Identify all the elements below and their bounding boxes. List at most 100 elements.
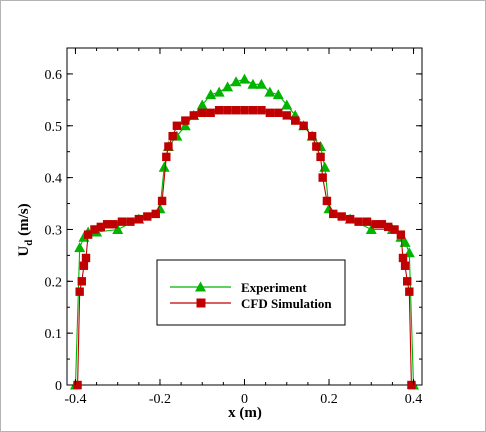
data-point-cfd (168, 131, 177, 141)
data-point-experiment (239, 73, 250, 84)
x-tick-label: 0.4 (405, 392, 423, 407)
data-point-cfd (157, 196, 167, 206)
data-point-cfd (96, 222, 106, 232)
data-point-experiment (179, 120, 191, 131)
series-line-cfd (77, 109, 412, 386)
legend-label-experiment: Experiment (241, 280, 307, 295)
data-point-cfd (223, 106, 232, 115)
data-point-experiment (281, 99, 293, 110)
data-point-cfd (79, 261, 89, 270)
data-point-cfd (345, 214, 355, 224)
y-tick-label: 0 (55, 379, 62, 394)
data-point-experiment (112, 223, 124, 234)
x-tick-label: 0.2 (320, 392, 338, 407)
x-tick-label: -0.4 (64, 392, 86, 407)
data-point-cfd (231, 106, 241, 115)
legend: Experiment CFD Simulation (156, 259, 346, 326)
plot-area (66, 47, 423, 386)
data-point-cfd (117, 217, 127, 226)
x-tick-label: 0 (241, 392, 248, 407)
data-point-experiment (205, 89, 217, 100)
data-point-cfd (316, 152, 325, 162)
y-axis-title-unit: (m/s) (16, 203, 32, 239)
data-point-cfd (198, 108, 207, 118)
data-point-experiment (247, 78, 259, 89)
y-axis-title-main: U (16, 246, 32, 257)
data-point-cfd (322, 196, 332, 206)
legend-label-cfd: CFD Simulation (241, 296, 332, 311)
axes-layer: -0.4 -0.2 0 0.2 0.4 0 0.1 0.2 0.3 0.4 0.5 0.6 (45, 47, 423, 407)
data-point-experiment (158, 161, 170, 172)
data-point-cfd (307, 131, 317, 141)
data-point-cfd (291, 116, 300, 125)
data-point-cfd (265, 108, 275, 118)
data-point-cfd (240, 106, 249, 115)
data-point-cfd (400, 261, 410, 270)
data-point-experiment (74, 242, 86, 253)
legend-marker-experiment (195, 281, 206, 292)
data-point-cfd (362, 217, 372, 226)
data-point-experiment (264, 86, 276, 97)
data-point-cfd (337, 212, 346, 221)
data-point-experiment (230, 76, 242, 87)
data-point-cfd (162, 152, 171, 162)
data-point-cfd (73, 380, 82, 390)
series-layer (69, 73, 420, 390)
data-point-cfd (354, 217, 363, 226)
data-point-experiment (399, 236, 411, 247)
data-point-cfd (214, 106, 224, 115)
data-point-cfd (81, 253, 91, 263)
data-point-cfd (164, 142, 173, 151)
data-point-experiment (222, 81, 234, 92)
data-point-experiment (213, 86, 225, 97)
data-point-cfd (312, 142, 321, 151)
data-point-cfd (102, 220, 112, 229)
data-point-cfd (299, 121, 308, 130)
series-cfd (73, 106, 416, 390)
svg-text:Ud (m/s): Ud (m/s) (16, 203, 35, 256)
data-point-cfd (126, 217, 135, 226)
data-point-cfd (377, 220, 387, 229)
y-tick-label: 0.3 (45, 223, 63, 238)
series-line-experiment (74, 78, 415, 386)
data-point-cfd (371, 220, 380, 229)
data-point-cfd (257, 106, 266, 115)
plot-border (66, 47, 423, 386)
data-point-cfd (172, 121, 182, 130)
data-point-experiment (78, 231, 90, 242)
data-point-cfd (248, 106, 258, 115)
data-point-cfd (282, 111, 291, 120)
data-point-cfd (143, 212, 152, 221)
data-point-cfd (403, 277, 412, 286)
y-axis-title-subscript: d (23, 240, 35, 246)
y-tick-label: 0.5 (45, 120, 63, 135)
data-point-cfd (329, 209, 338, 219)
data-point-cfd (151, 209, 160, 219)
data-point-cfd (109, 220, 118, 229)
data-point-cfd (398, 253, 408, 263)
data-point-cfd (181, 116, 190, 125)
data-point-cfd (318, 173, 327, 182)
legend-marker-cfd (196, 298, 206, 308)
data-point-experiment (365, 223, 377, 234)
y-tick-label: 0.2 (45, 275, 63, 290)
data-point-cfd (77, 277, 86, 286)
data-point-cfd (206, 108, 215, 118)
data-point-cfd (83, 230, 93, 239)
data-point-cfd (405, 287, 414, 296)
data-point-experiment (272, 89, 284, 100)
x-axis-title: x (m) (228, 405, 262, 421)
data-point-cfd (189, 111, 198, 120)
data-point-cfd (90, 225, 99, 234)
data-point-cfd (383, 222, 393, 232)
data-point-cfd (274, 108, 283, 118)
data-point-cfd (396, 230, 406, 239)
y-axis-title: Ud (m/s) (16, 203, 35, 256)
series-experiment (69, 73, 420, 390)
x-tick-label: -0.2 (149, 392, 171, 407)
data-point-cfd (75, 287, 84, 296)
data-point-cfd (390, 225, 399, 234)
y-tick-label: 0.4 (45, 172, 63, 187)
